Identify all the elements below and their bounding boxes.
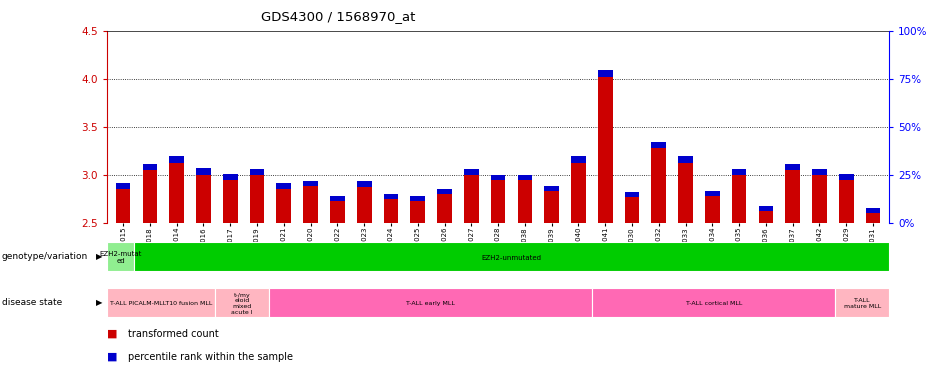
Bar [518,175,533,180]
Bar [464,169,479,175]
Text: T-ALL PICALM-MLLT10 fusion MLL: T-ALL PICALM-MLLT10 fusion MLL [110,301,212,306]
Bar [571,163,586,223]
Bar [678,157,693,163]
Bar [142,164,157,170]
Text: GDS4300 / 1568970_at: GDS4300 / 1568970_at [261,10,415,23]
Bar [786,170,800,223]
Bar [835,288,889,317]
Bar [759,207,774,211]
Text: ■: ■ [107,352,117,362]
Text: disease state: disease state [2,298,62,307]
Bar [277,189,291,223]
Bar [732,169,747,175]
Bar [269,288,592,317]
Text: EZH2-unmutated: EZH2-unmutated [481,255,542,261]
Bar [866,209,881,213]
Bar [812,169,827,175]
Bar [223,180,237,223]
Text: EZH2-mutat
ed: EZH2-mutat ed [100,251,142,264]
Bar [304,182,318,186]
Bar [169,157,184,163]
Bar [223,174,237,180]
Bar [411,201,425,223]
Bar [384,199,398,223]
Bar [866,213,881,223]
Bar [115,189,130,223]
Bar [169,163,184,223]
Bar [839,180,854,223]
Bar [491,175,506,180]
Bar [357,182,371,187]
Bar [598,77,613,223]
Text: ▶: ▶ [96,252,102,261]
Text: genotype/variation: genotype/variation [2,252,88,261]
Bar [464,175,479,223]
Bar [812,175,827,223]
Bar [142,170,157,223]
Bar [438,194,452,223]
Bar [625,192,640,197]
Bar [196,168,210,175]
Bar [250,175,264,223]
Text: T-ALL early MLL: T-ALL early MLL [406,301,455,306]
Text: ▶: ▶ [96,298,102,307]
Bar [411,196,425,200]
Bar [625,197,640,223]
Bar [250,169,264,175]
Bar [705,196,720,223]
Bar [107,242,134,271]
Bar [705,191,720,196]
Bar [438,189,452,194]
Bar [545,191,559,223]
Bar [196,175,210,223]
Text: T-ALL cortical MLL: T-ALL cortical MLL [685,301,742,306]
Bar [518,180,533,223]
Bar [277,184,291,189]
Text: t-/my
eloid
mixed
acute l: t-/my eloid mixed acute l [231,293,252,315]
Bar [786,164,800,170]
Bar [330,201,344,223]
Bar [304,186,318,223]
Bar [759,211,774,223]
Text: transformed count: transformed count [128,329,219,339]
Bar [357,187,371,223]
Text: T-ALL
mature MLL: T-ALL mature MLL [843,298,881,309]
Bar [384,194,398,199]
Bar [839,174,854,180]
Text: percentile rank within the sample: percentile rank within the sample [128,352,293,362]
Bar [592,288,835,317]
Bar [652,142,667,148]
Bar [678,163,693,223]
Text: ■: ■ [107,329,117,339]
Bar [732,175,747,223]
Bar [491,180,506,223]
Bar [115,184,130,189]
Bar [107,288,215,317]
Bar [652,148,667,223]
Bar [215,288,269,317]
Bar [598,70,613,77]
Bar [571,157,586,163]
Bar [330,196,344,200]
Bar [545,186,559,191]
